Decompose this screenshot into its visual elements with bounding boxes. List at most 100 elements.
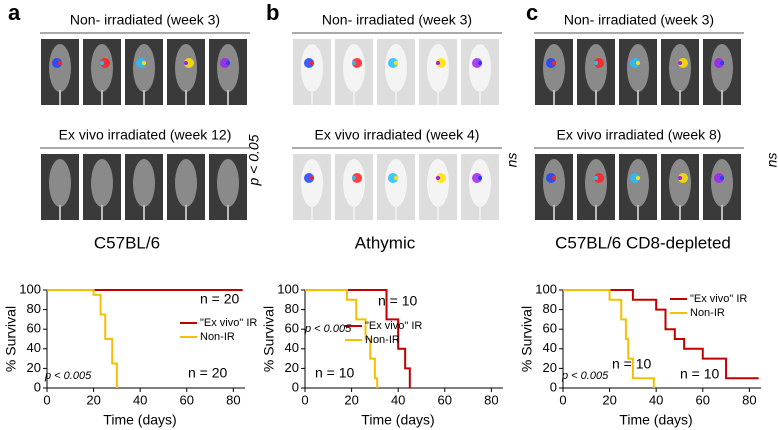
legend-label: Non-IR	[200, 331, 235, 343]
image-group-title: Ex vivo irradiated (week 8)	[557, 127, 722, 143]
signal	[594, 176, 598, 180]
mouse-body	[427, 44, 449, 92]
survival-curve	[563, 289, 759, 380]
signal	[184, 61, 188, 65]
mouse-body	[627, 44, 649, 92]
legend-label: Non-IR	[690, 307, 725, 319]
x-tick-label: 0	[301, 392, 308, 407]
signal	[304, 173, 314, 183]
image-group-title: Non- irradiated (week 3)	[70, 12, 220, 28]
survival-curve	[305, 289, 379, 388]
y-tick-label: 40	[543, 340, 557, 355]
y-axis-label: % Survival	[3, 306, 19, 372]
y-tick-label: 0	[292, 379, 299, 394]
signal	[714, 58, 724, 68]
mouse-body	[91, 44, 113, 92]
signal	[678, 176, 682, 180]
annotation: n = 20	[200, 291, 240, 307]
signal	[678, 173, 688, 183]
y-tick-label: 40	[285, 340, 299, 355]
mouse-body	[669, 44, 691, 92]
y-tick-label: 100	[535, 281, 557, 296]
annotation: p < 0.005	[561, 370, 609, 382]
y-tick-label: 80	[543, 301, 557, 316]
signal	[220, 58, 230, 68]
mouse-body	[669, 159, 691, 207]
signal	[352, 173, 362, 183]
signal	[552, 176, 556, 180]
signal	[100, 58, 110, 68]
stat-label: p < 0.05	[246, 134, 262, 186]
signal	[472, 58, 482, 68]
x-tick-label: 60	[696, 392, 710, 407]
signal	[436, 58, 446, 68]
mouse-body	[301, 44, 323, 92]
signal	[472, 173, 482, 183]
signal	[546, 58, 556, 68]
chart-title: Athymic	[355, 233, 416, 252]
y-tick-label: 100	[19, 281, 41, 296]
y-axis-label: % Survival	[519, 306, 535, 372]
signal	[100, 61, 104, 65]
mouse-body	[385, 159, 407, 207]
signal	[142, 61, 146, 65]
signal	[394, 176, 398, 180]
y-tick-label: 20	[27, 360, 41, 375]
x-axis-label: Time (days)	[619, 412, 692, 428]
y-tick-label: 20	[543, 360, 557, 375]
mouse-body	[91, 159, 113, 207]
mouse-body	[49, 159, 71, 207]
mouse-body	[301, 159, 323, 207]
mouse-body	[217, 159, 239, 207]
legend-label: "Ex vivo" IR	[690, 293, 747, 305]
mouse-body	[585, 44, 607, 92]
y-tick-label: 0	[550, 379, 557, 394]
signal	[58, 61, 62, 65]
signal	[714, 173, 724, 183]
annotation: n = 10	[612, 356, 652, 372]
signal	[636, 61, 640, 65]
annotation: n = 10	[378, 293, 418, 309]
legend-label: "Ex vivo" IR	[200, 317, 257, 329]
signal	[310, 176, 314, 180]
mouse-body	[427, 159, 449, 207]
y-tick-label: 60	[543, 321, 557, 336]
panel-label: a	[8, 0, 21, 25]
mouse-body	[343, 44, 365, 92]
y-tick-label: 80	[285, 301, 299, 316]
mouse-body	[133, 44, 155, 92]
signal	[436, 61, 440, 65]
chart-title: C57BL/6	[94, 233, 160, 252]
x-tick-label: 80	[226, 392, 240, 407]
mouse-body	[711, 44, 733, 92]
signal	[630, 58, 640, 68]
mouse-body	[627, 159, 649, 207]
x-tick-label: 40	[133, 392, 147, 407]
signal	[552, 61, 556, 65]
y-tick-label: 100	[277, 281, 299, 296]
signal	[394, 61, 398, 65]
chart-title: C57BL/6 CD8-depleted	[555, 233, 731, 252]
x-tick-label: 20	[602, 392, 616, 407]
mouse-body	[133, 159, 155, 207]
y-tick-label: 0	[34, 379, 41, 394]
x-tick-label: 60	[438, 392, 452, 407]
survival-curve	[305, 289, 411, 388]
signal	[594, 173, 604, 183]
signal	[352, 176, 356, 180]
panel-label: b	[266, 0, 279, 25]
signal	[720, 61, 724, 65]
mouse-body	[217, 44, 239, 92]
x-axis-label: Time (days)	[361, 412, 434, 428]
x-tick-label: 20	[344, 392, 358, 407]
mouse-body	[585, 159, 607, 207]
signal	[594, 61, 598, 65]
x-tick-label: 40	[649, 392, 663, 407]
mouse-body	[711, 159, 733, 207]
image-group-title: Ex vivo irradiated (week 4)	[315, 127, 480, 143]
signal	[52, 58, 62, 68]
x-tick-label: 0	[559, 392, 566, 407]
x-tick-label: 80	[484, 392, 498, 407]
x-tick-label: 60	[180, 392, 194, 407]
